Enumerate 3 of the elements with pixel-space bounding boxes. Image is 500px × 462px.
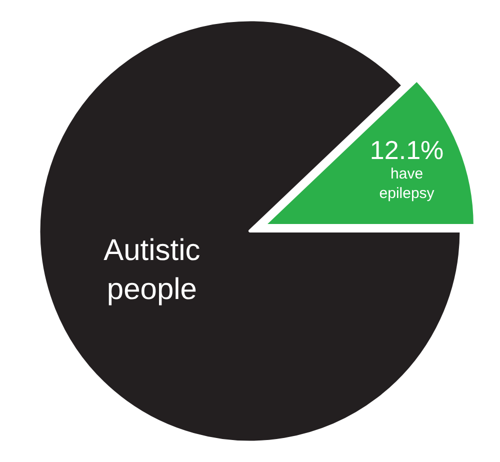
slice-label: have epilepsy xyxy=(379,165,435,202)
data-label: 12.1% xyxy=(370,134,444,165)
slice-label: Autistic people xyxy=(104,234,200,306)
